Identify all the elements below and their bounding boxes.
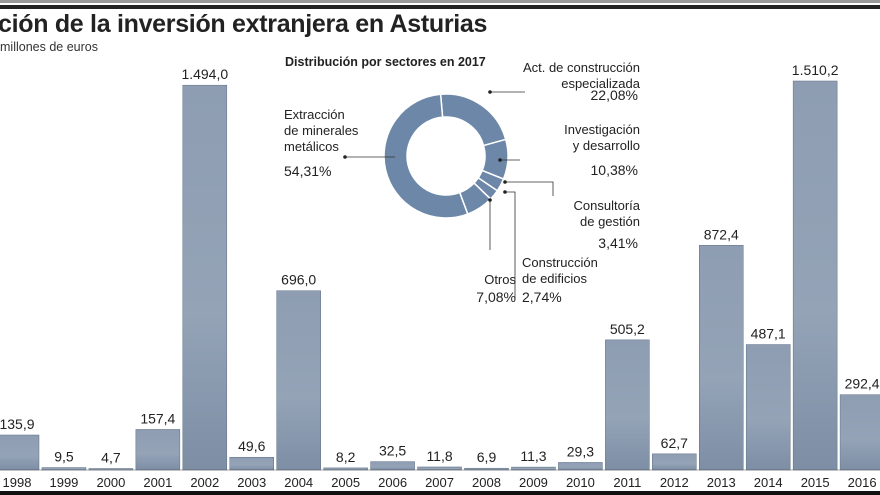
year-tick-label: 2011 xyxy=(613,475,641,490)
bar-value-label: 49,6 xyxy=(238,438,265,454)
slice-name-label: metálicos xyxy=(284,139,339,154)
slice-value-label: 2,74% xyxy=(522,289,562,305)
slice-name-label: de minerales xyxy=(284,123,359,138)
slice-name-label: Construcción xyxy=(522,255,598,270)
year-tick-label: 2013 xyxy=(707,475,736,490)
bar-value-label: 11,8 xyxy=(426,448,452,464)
slice-name-label: Extracción xyxy=(284,107,345,122)
bar-1998 xyxy=(0,434,40,471)
year-tick-label: 1998 xyxy=(3,475,32,490)
year-tick-label: 2008 xyxy=(472,475,501,490)
top-rule-thick xyxy=(0,5,880,9)
bar-value-label: 135,9 xyxy=(0,416,35,432)
year-tick-label: 2003 xyxy=(237,475,266,490)
year-tick-label: 2001 xyxy=(143,475,172,490)
bar-value-label: 62,7 xyxy=(661,435,688,451)
bar-2013 xyxy=(699,245,744,471)
bar-2009 xyxy=(511,466,556,471)
bar-2010 xyxy=(558,462,603,471)
year-tick-label: 2009 xyxy=(519,475,548,490)
bar-2007 xyxy=(417,466,462,471)
leader-dot xyxy=(503,190,507,194)
bar-value-label: 157,4 xyxy=(140,410,175,426)
year-tick-label: 1999 xyxy=(49,475,78,490)
bar-2001 xyxy=(135,429,181,471)
bar-2004 xyxy=(276,290,321,471)
bar-value-label: 487,1 xyxy=(751,326,786,342)
slice-value-label: 7,08% xyxy=(476,289,516,305)
bar-value-label: 292,4 xyxy=(845,376,880,392)
bar-value-label: 11,3 xyxy=(520,448,546,464)
slice-name-label: Investigación xyxy=(564,122,640,137)
slice-value-label: 22,08% xyxy=(591,87,638,103)
leader-line xyxy=(505,181,554,196)
year-tick-label: 2015 xyxy=(801,475,830,490)
year-tick-label: 2016 xyxy=(848,475,877,490)
bar-value-label: 872,4 xyxy=(704,226,739,242)
donut-title: Distribución por sectores en 2017 xyxy=(285,55,486,69)
slice-name-label: especializada xyxy=(561,76,641,91)
leader-dot xyxy=(503,180,507,184)
bar-2002 xyxy=(182,84,228,471)
slice-name-label: y desarrollo xyxy=(573,138,640,153)
bar-2012 xyxy=(652,453,697,471)
year-tick-label: 2010 xyxy=(566,475,595,490)
slice-name-label: de gestión xyxy=(580,214,640,229)
bar-value-label: 9,5 xyxy=(54,449,74,465)
year-tick-label: 2012 xyxy=(660,475,689,490)
slice-name-label: Otros xyxy=(484,272,516,287)
bar-1999 xyxy=(41,467,87,471)
bar-value-label: 6,9 xyxy=(477,449,497,465)
bar-2015 xyxy=(792,80,838,471)
slice-name-label: Act. de construcción xyxy=(523,60,640,75)
bar-2003 xyxy=(229,456,274,471)
year-tick-label: 2004 xyxy=(284,475,313,490)
chart-title: ción de la inversión extranjera en Astur… xyxy=(0,10,488,38)
bar-2006 xyxy=(370,461,415,471)
slice-name-label: de edificios xyxy=(522,271,588,286)
bar-2005 xyxy=(323,467,368,471)
chart-subtitle: millones de euros xyxy=(0,40,98,54)
leader-dot xyxy=(343,155,347,159)
donut-slice xyxy=(383,93,469,219)
top-rule xyxy=(0,0,880,3)
leader-dot xyxy=(488,198,492,202)
bar-value-label: 29,3 xyxy=(567,443,594,459)
year-tick-label: 2014 xyxy=(754,475,783,490)
bottom-rule xyxy=(0,491,880,495)
year-tick-label: 2007 xyxy=(425,475,454,490)
year-tick-label: 2002 xyxy=(190,475,219,490)
bar-value-label: 1.494,0 xyxy=(181,66,228,82)
bar-value-label: 4,7 xyxy=(101,450,121,466)
leader-dot xyxy=(498,158,502,162)
bar-value-label: 696,0 xyxy=(281,272,316,288)
slice-value-label: 54,31% xyxy=(284,163,331,179)
bar-value-label: 1.510,2 xyxy=(792,62,839,78)
year-tick-label: 2006 xyxy=(378,475,407,490)
year-tick-label: 2000 xyxy=(96,475,125,490)
leader-line xyxy=(505,191,516,300)
slice-name-label: Consultoría xyxy=(574,198,641,213)
donut-slice xyxy=(439,93,507,147)
year-tick-label: 2005 xyxy=(331,475,360,490)
bar-2014 xyxy=(745,344,791,471)
bar-value-label: 32,5 xyxy=(379,443,406,459)
slice-value-label: 10,38% xyxy=(591,162,638,178)
bar-2011 xyxy=(605,339,650,471)
bar-2016 xyxy=(839,394,880,471)
bar-value-label: 505,2 xyxy=(610,321,645,337)
leader-dot xyxy=(488,90,492,94)
slice-value-label: 3,41% xyxy=(598,235,638,251)
bar-value-label: 8,2 xyxy=(336,449,356,465)
